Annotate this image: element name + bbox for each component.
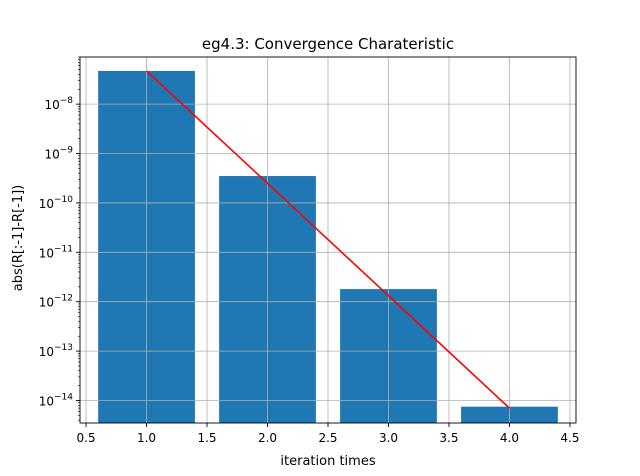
x-tick-label-0: 0.5 [77,431,96,445]
y-tick-label-4: 10−10 [39,195,74,211]
trend-line [145,70,511,409]
y-tick-label-1: 10−13 [39,343,73,359]
chart-title: eg4.3: Convergence Charateristic [202,35,454,53]
trend-line-layer [145,70,511,409]
x-tick-label-1: 1.0 [137,431,156,445]
x-tick-label-5: 3.0 [379,431,398,445]
grid-lines [80,57,576,423]
y-tick-label-6: 10−8 [44,96,73,112]
x-tick-label-8: 4.5 [560,431,579,445]
y-axis-label: abs(R[:-1]-R[-1]) [11,185,26,291]
x-tick-label-7: 4.0 [500,431,519,445]
x-tick-label-3: 2.0 [258,431,277,445]
ticks: 0.5 1.0 1.5 2.0 2.5 3.0 3.5 4.0 4.5 10−14 10−13 10−… [39,56,579,445]
x-tick-label-2: 1.5 [197,431,216,445]
x-tick-label-4: 2.5 [318,431,337,445]
x-tick-label-6: 3.5 [439,431,458,445]
y-tick-label-3: 10−11 [39,244,73,260]
x-axis-label: iteration times [280,454,375,469]
y-tick-label-5: 10−9 [44,146,73,162]
y-tick-label-0: 10−14 [39,392,74,408]
y-tick-label-2: 10−12 [39,294,73,310]
